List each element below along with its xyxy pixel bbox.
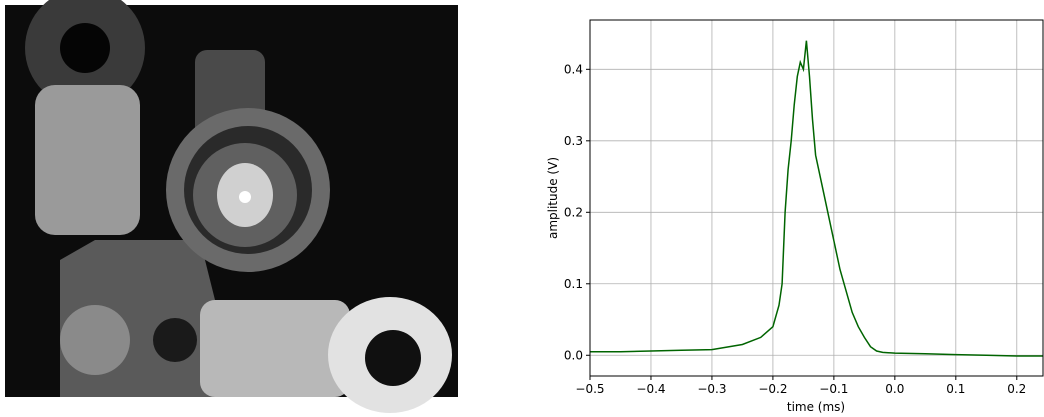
x-tick-label: −0.4 bbox=[636, 382, 665, 396]
x-tick-label: −0.2 bbox=[758, 382, 787, 396]
y-tick-label: 0.2 bbox=[564, 205, 583, 219]
y-axis-label: amplitude (V) bbox=[546, 157, 560, 239]
x-tick-label: 0.2 bbox=[1007, 382, 1026, 396]
plot: 0.0 0.1 0.2 0.3 0.4 −0.5 −0.4 −0.3 −0.2 −0.1 0.0 0.… bbox=[564, 19, 1044, 396]
data-line bbox=[590, 40, 1043, 357]
y-tick-label: 0.3 bbox=[564, 134, 583, 148]
x-tick-label: −0.3 bbox=[697, 382, 726, 396]
x-tick-label: −0.1 bbox=[819, 382, 848, 396]
y-tick-label: 0.1 bbox=[564, 277, 583, 291]
axes-frame bbox=[589, 19, 1044, 377]
x-axis-label: time (ms) bbox=[787, 400, 845, 414]
x-tick-label: 0.0 bbox=[885, 382, 904, 396]
x-tick-label: −0.5 bbox=[575, 382, 604, 396]
y-tick-label: 0.0 bbox=[564, 348, 583, 362]
photo bbox=[5, 0, 458, 413]
x-tick-label: 0.1 bbox=[946, 382, 965, 396]
y-tick-label: 0.4 bbox=[564, 62, 583, 76]
